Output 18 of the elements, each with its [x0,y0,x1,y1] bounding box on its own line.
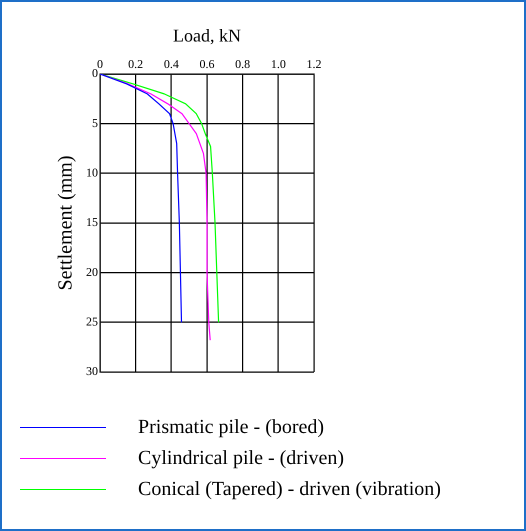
x-tick-label: 0.4 [164,56,179,71]
y-tick-label: 0 [92,66,98,80]
y-tick-label: 30 [86,364,98,378]
y-tick-label: 25 [86,314,98,328]
y-tick-label: 15 [86,215,98,230]
legend-label: Cylindrical pile - (driven) [138,447,344,470]
x-tick-label: 1.2 [306,56,322,71]
y-tick-label: 20 [86,264,98,279]
x-tick-label: 0.8 [235,56,250,71]
y-axis-title: Settlement (mm) [54,156,76,290]
y-tick-label: 5 [92,116,98,130]
x-axis-title: Load, kN [173,26,241,46]
x-tick-label: 1.0 [270,56,286,71]
legend-label: Prismatic pile - (bored) [138,416,324,439]
x-tick-label: 0.6 [200,56,214,71]
y-tick-label: 10 [86,165,98,180]
x-tick-label: 0.2 [128,56,144,71]
legend-label: Conical (Tapered) - driven (vibration) [138,478,441,501]
